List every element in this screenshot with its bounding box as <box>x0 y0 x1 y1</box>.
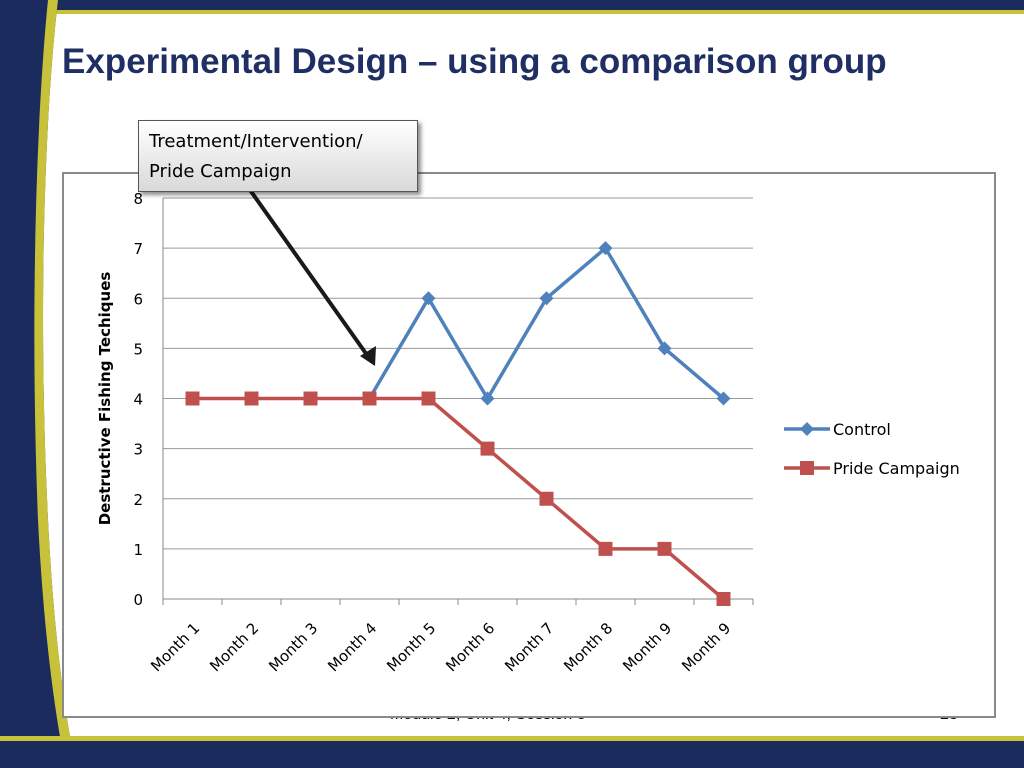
x-tick-label: Month 4 <box>324 619 380 675</box>
y-tick-label: 2 <box>133 491 143 509</box>
x-tick-label: Month 7 <box>501 619 557 675</box>
slide-title: Experimental Design – using a comparison… <box>62 42 887 81</box>
data-point-diamond <box>657 341 672 356</box>
x-tick-label: Month 1 <box>147 619 203 675</box>
data-point-diamond <box>480 391 495 406</box>
x-tick-label: Month 9 <box>678 619 734 675</box>
bottom-bar <box>0 740 1024 768</box>
left-gold-stripe <box>34 0 76 768</box>
x-tick-label: Month 3 <box>265 619 321 675</box>
data-point-square <box>716 592 731 606</box>
y-tick-label: 7 <box>133 240 143 258</box>
x-tick-label: Month 2 <box>206 619 262 675</box>
y-tick-label: 4 <box>133 391 143 409</box>
data-point-square <box>244 391 259 406</box>
data-point-diamond <box>421 291 436 306</box>
legend-label: Control <box>833 420 891 439</box>
data-point-diamond <box>598 241 613 256</box>
y-tick-label: 8 <box>133 190 143 208</box>
data-point-square <box>657 541 672 556</box>
top-gold-stripe <box>0 10 1024 14</box>
data-point-square <box>362 391 377 406</box>
series-line-control <box>367 246 725 401</box>
legend-label: Pride Campaign <box>833 459 960 478</box>
x-tick-label: Month 8 <box>560 619 616 675</box>
y-tick-label: 3 <box>133 441 143 459</box>
callout-line-2: Pride Campaign <box>149 161 292 182</box>
y-axis-label: Destructive Fishing Techiques <box>96 272 114 526</box>
y-tick-label: 5 <box>133 340 143 358</box>
x-tick-label: Month 6 <box>442 619 498 675</box>
x-tick-label: Month 9 <box>619 619 675 675</box>
legend-marker-diamond <box>800 422 814 436</box>
treatment-callout: Treatment/Intervention/ Pride Campaign <box>138 120 418 192</box>
data-point-diamond <box>716 391 731 406</box>
data-point-square <box>598 541 613 556</box>
x-tick-label: Month 5 <box>383 619 439 675</box>
y-tick-label: 0 <box>133 591 143 609</box>
data-point-square <box>539 491 554 506</box>
data-point-square <box>185 391 200 406</box>
callout-line-1: Treatment/Intervention/ <box>149 131 363 152</box>
data-point-square <box>480 441 495 456</box>
chart-area: 0 1 2 3 4 5 6 7 8 Month 1 Month 2 Month 3 Month 4 Mon… <box>62 172 996 718</box>
data-point-diamond <box>539 291 554 306</box>
y-tick-label: 1 <box>133 541 143 559</box>
top-bar <box>0 0 1024 10</box>
data-point-square <box>421 391 436 406</box>
data-point-square <box>303 391 318 406</box>
legend-marker-square <box>800 461 814 475</box>
series-line-pride-campaign <box>192 396 725 601</box>
y-tick-label: 6 <box>133 290 143 308</box>
bottom-gold-stripe <box>0 736 1024 741</box>
